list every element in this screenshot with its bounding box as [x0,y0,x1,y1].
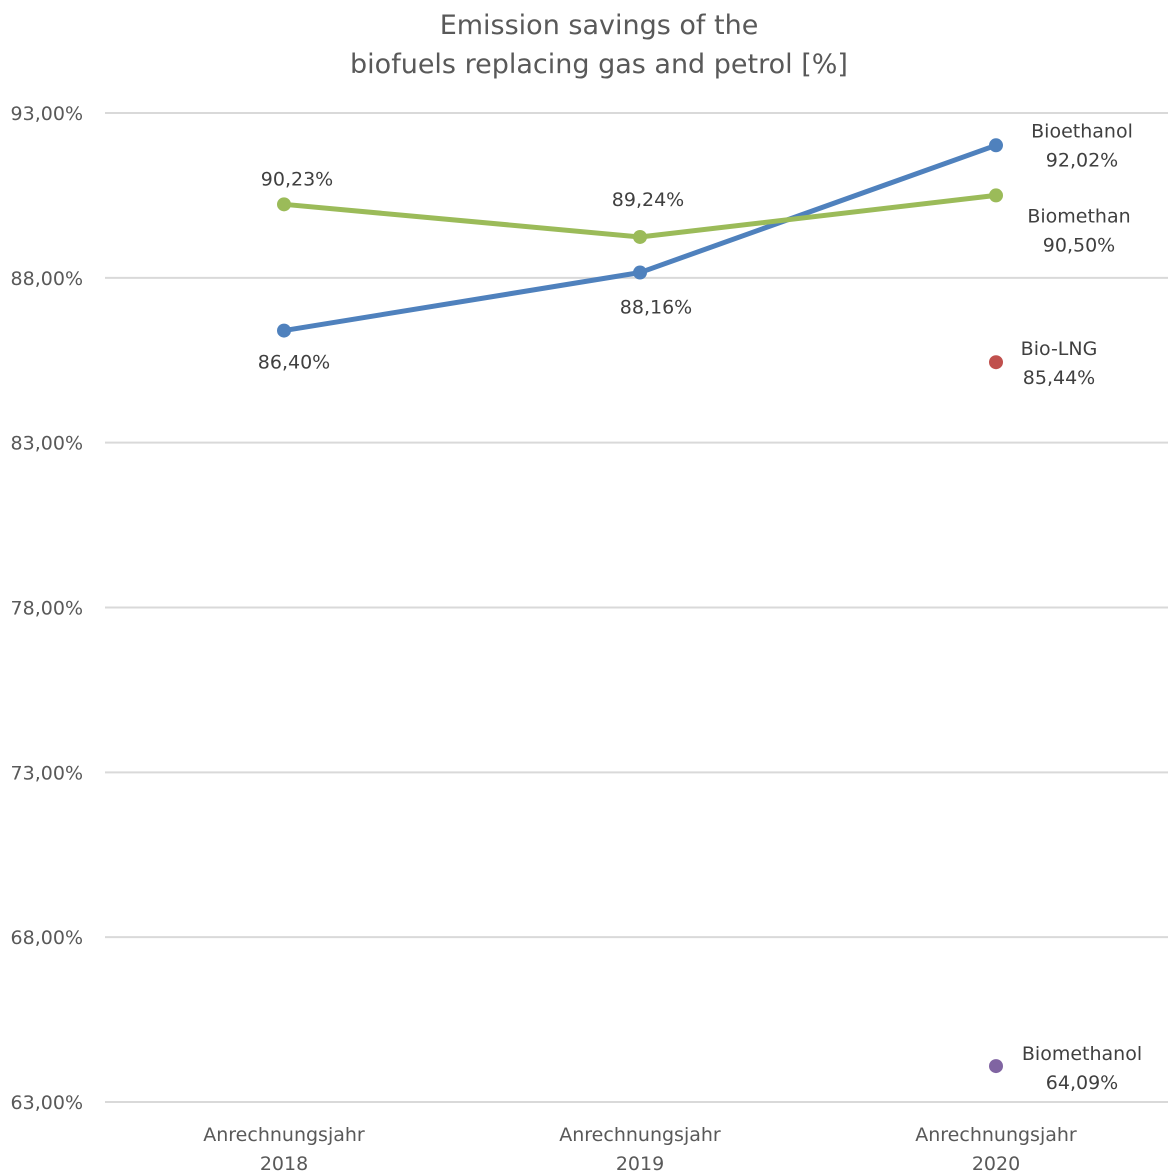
y-axis-tick-labels: 63,00% 68,00% 73,00% 78,00% 83,00% 88,00% 93,0… [11,103,83,1114]
data-point [277,323,291,338]
x-tick-label-line: 2019 [616,1153,664,1175]
data-label: 90,50% [1043,234,1115,256]
data-label: 88,16% [620,297,692,319]
series-layer [277,138,1003,1074]
data-label: 64,09% [1046,1072,1118,1094]
x-tick-label-line: 2020 [972,1153,1020,1175]
data-label: 85,44% [1023,367,1095,389]
data-point [277,197,291,212]
series-biomethanol [989,1059,1003,1074]
data-point [633,229,647,244]
y-tick-label: 93,00% [11,103,83,125]
chart-title-line-1: Emission savings of the [440,10,759,41]
chart-title: Emission savings of the biofuels replaci… [350,10,848,80]
series-bioethanol [277,138,1003,338]
data-label: 92,02% [1046,149,1118,171]
data-point [989,188,1003,203]
series-name-label: Bioethanol [1031,120,1133,142]
data-point [633,265,647,280]
y-tick-label: 68,00% [11,927,83,949]
grid-lines [105,112,1168,1103]
series-name-label: Bio-LNG [1021,338,1098,360]
y-tick-label: 88,00% [11,268,83,290]
y-tick-label: 78,00% [11,598,83,620]
series-biomethan [277,188,1003,244]
x-tick-label: Anrechnungsjahr 2019 [559,1124,721,1175]
series-name-label: Biomethan [1027,205,1130,227]
data-point [989,138,1003,153]
chart-title-line-2: biofuels replacing gas and petrol [%] [350,49,848,80]
x-tick-label: Anrechnungsjahr 2018 [203,1124,365,1175]
x-tick-label: Anrechnungsjahr 2020 [915,1124,1077,1175]
x-tick-label-line: Anrechnungsjahr [203,1124,365,1146]
data-point [989,1059,1003,1074]
y-tick-label: 63,00% [11,1092,83,1114]
data-label: 90,23% [261,168,333,190]
data-labels: 86,40% 88,16% Bioethanol 92,02% 90,23% 89,24%… [258,120,1142,1094]
x-tick-label-line: Anrechnungsjahr [915,1124,1077,1146]
y-tick-label: 73,00% [11,762,83,784]
x-tick-label-line: 2018 [260,1153,308,1175]
series-bio-lng [989,355,1003,370]
data-label: 86,40% [258,352,330,374]
y-tick-label: 83,00% [11,433,83,455]
series-name-label: Biomethanol [1022,1043,1142,1065]
data-label: 89,24% [612,189,684,211]
x-tick-label-line: Anrechnungsjahr [559,1124,721,1146]
data-point [989,355,1003,370]
